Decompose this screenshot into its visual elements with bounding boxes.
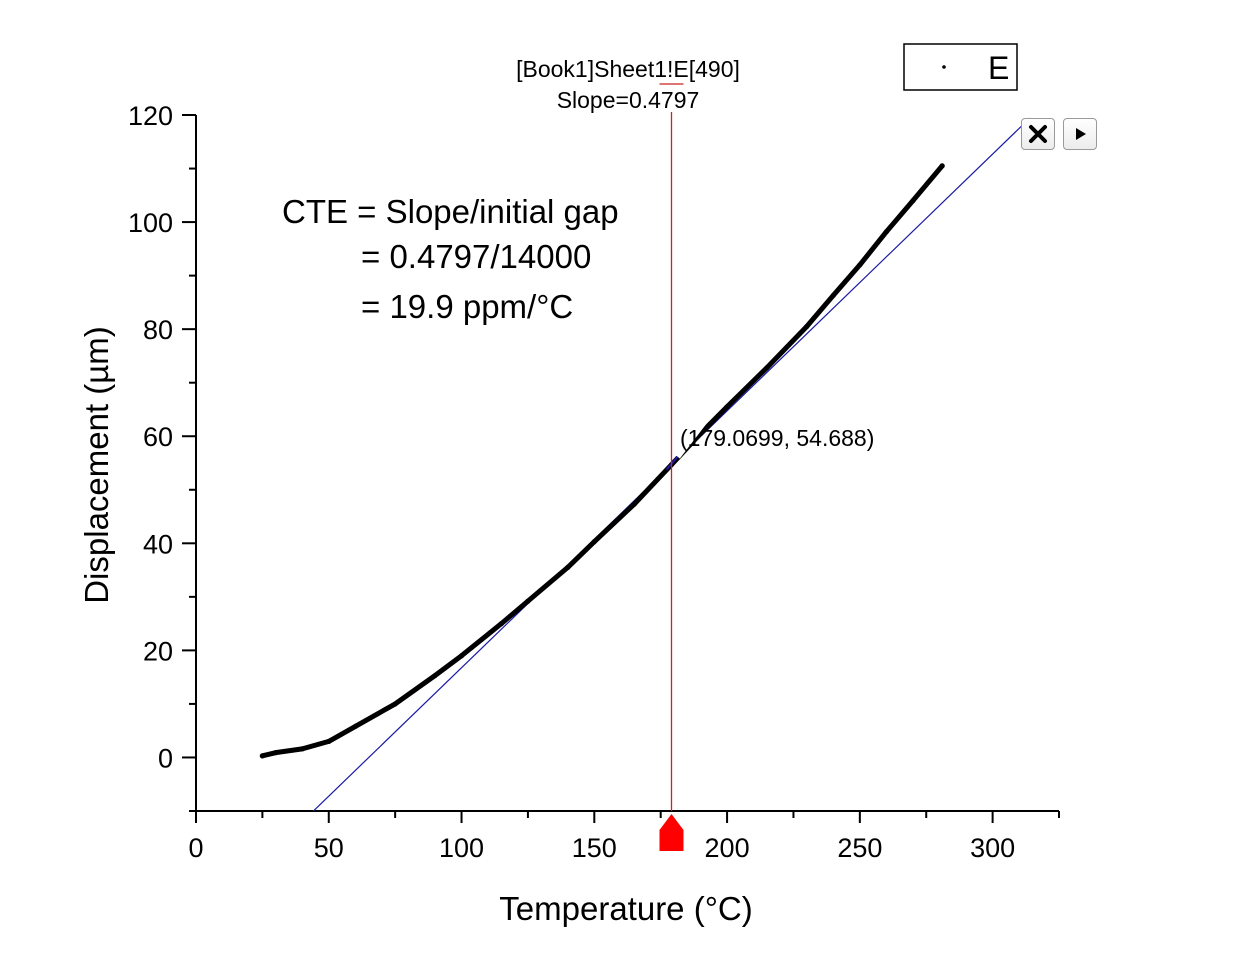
- y-tick-label: 40: [143, 529, 173, 559]
- y-tick-label: 80: [143, 315, 173, 345]
- data-point: [299, 746, 305, 752]
- cte-line-1: CTE = Slope/initial gap: [282, 193, 619, 230]
- data-point: [352, 723, 358, 730]
- x-tick-label: 100: [439, 833, 484, 863]
- y-tick-label: 20: [143, 636, 173, 666]
- close-icon: [1029, 125, 1047, 143]
- y-tick-label: 0: [158, 743, 173, 773]
- cursor-handle-marker[interactable]: [659, 814, 684, 851]
- legend: E: [903, 43, 1018, 91]
- data-point: [883, 229, 890, 235]
- curve-gap: [675, 420, 706, 459]
- legend-marker-E: [942, 65, 946, 69]
- x-tick-label: 250: [837, 833, 882, 863]
- y-axis-title: Displacement (µm): [78, 326, 115, 604]
- tangent-source-label: [Book1]Sheet1!E[490]: [516, 56, 740, 82]
- data-point: [273, 750, 279, 756]
- data-point: [432, 672, 438, 679]
- x-axis-title: Temperature (°C): [499, 890, 752, 927]
- y-tick-label: 100: [128, 208, 173, 238]
- data-point: [259, 753, 265, 759]
- data-point: [910, 198, 916, 204]
- x-tick-label: 300: [970, 833, 1015, 863]
- series-group: [259, 163, 945, 759]
- axes: 0 50 100 150 200 250 300 0 20 40 60 80 100 120: [128, 101, 1060, 863]
- data-point: [804, 323, 810, 330]
- cursor-group[interactable]: [659, 83, 684, 851]
- data-point: [498, 621, 504, 627]
- data-point: [525, 598, 531, 604]
- data-point: [857, 262, 863, 268]
- x-tick-label: 200: [705, 833, 750, 863]
- data-point: [458, 653, 465, 659]
- tangent-slope-label: Slope=0.4797: [557, 87, 700, 113]
- data-point: [565, 564, 571, 571]
- y-tick-label: 60: [143, 422, 173, 452]
- data-point: [326, 738, 332, 745]
- legend-label-E: E: [988, 50, 1009, 86]
- data-point: [631, 501, 637, 507]
- data-point: [764, 365, 770, 371]
- play-icon: [1076, 128, 1086, 140]
- data-point: [939, 163, 945, 169]
- data-point: [830, 292, 836, 299]
- x-tick-label: 0: [188, 833, 203, 863]
- legend-box: [903, 43, 1018, 91]
- data-point: [591, 539, 597, 545]
- cte-line-2: = 0.4797/14000: [361, 238, 591, 275]
- data-point: [724, 404, 730, 410]
- point-coordinate-label: (179.0699, 54.688): [680, 425, 874, 451]
- data-point: [392, 701, 398, 707]
- y-tick-label: 120: [128, 101, 173, 131]
- x-tick-label: 50: [314, 833, 344, 863]
- close-button[interactable]: [1021, 118, 1055, 150]
- x-tick-label: 150: [572, 833, 617, 863]
- next-button[interactable]: [1063, 118, 1097, 150]
- cte-line-3: = 19.9 ppm/°C: [361, 288, 573, 325]
